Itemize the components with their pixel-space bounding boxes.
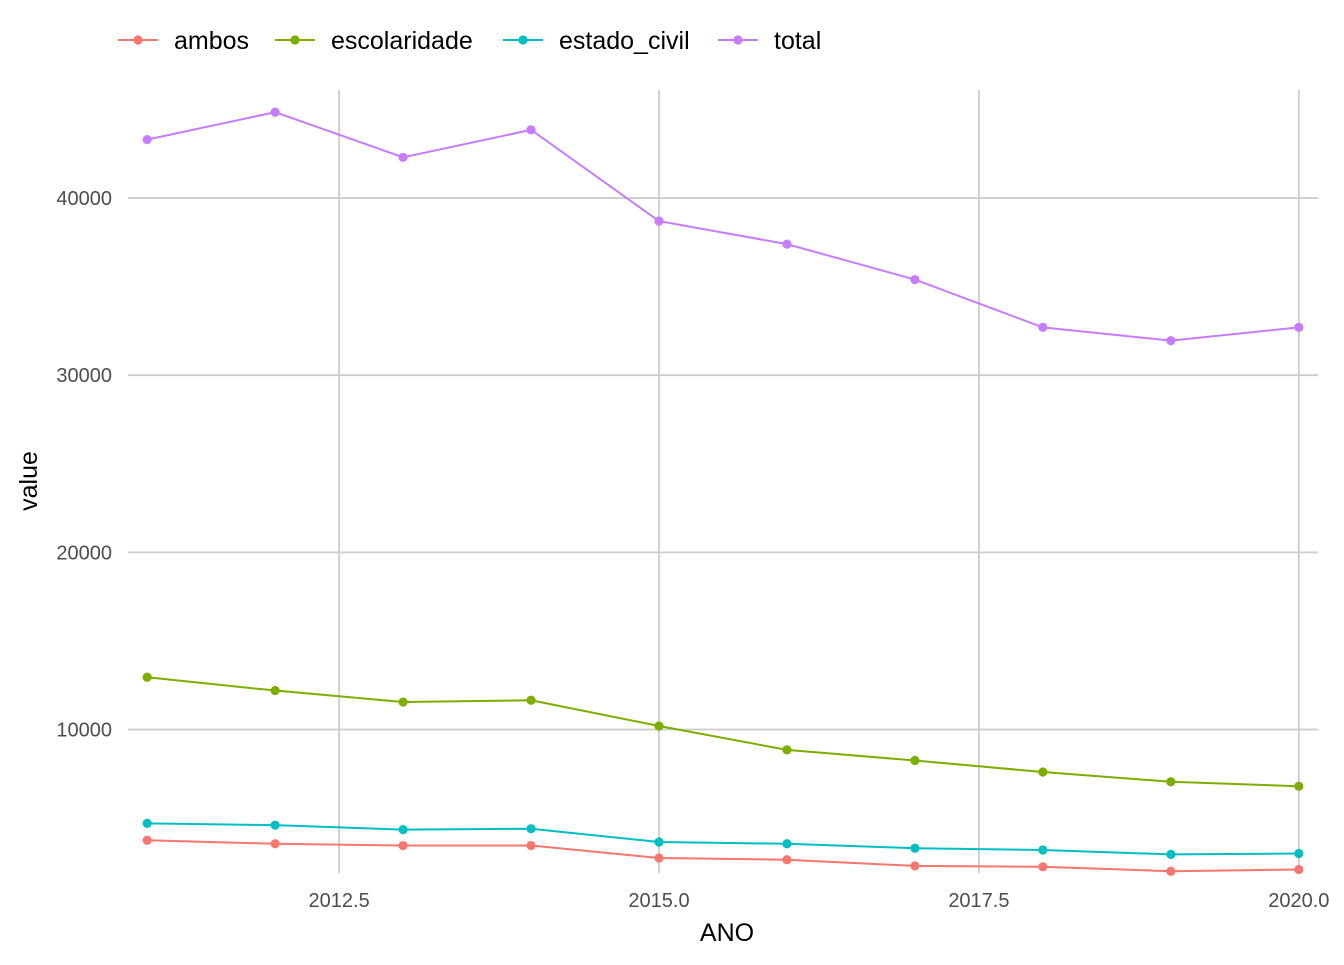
series-layer (142, 107, 1304, 876)
data-point (1038, 845, 1048, 855)
data-point (654, 216, 664, 226)
legend-key-point (133, 35, 143, 45)
data-point (142, 672, 152, 682)
legend-item: total (718, 27, 821, 55)
data-point (1166, 777, 1176, 787)
data-point (782, 239, 792, 249)
series-line (147, 676, 1299, 788)
data-point (1038, 322, 1048, 332)
data-point (654, 853, 664, 863)
data-point (1294, 864, 1304, 875)
legend-key-point (733, 35, 743, 45)
data-point (270, 107, 280, 117)
data-point (1166, 849, 1176, 859)
y-tick-label: 10000 (56, 720, 112, 742)
x-tick-label: 2020.0 (1268, 890, 1329, 912)
series-line (147, 839, 1299, 873)
series-line (147, 822, 1299, 856)
data-point (1166, 866, 1176, 876)
data-point (910, 274, 920, 285)
y-axis-title: value (15, 451, 43, 511)
data-point (1294, 781, 1304, 791)
data-point (1294, 322, 1304, 332)
legend-label: total (774, 27, 821, 55)
legend-label: ambos (174, 27, 249, 55)
legend-key-point (290, 35, 300, 45)
x-tick-label: 2017.5 (948, 890, 1009, 912)
data-point (398, 697, 408, 707)
data-point (142, 835, 152, 845)
legend-key-point (518, 35, 528, 45)
y-tick-label: 40000 (56, 188, 112, 210)
data-point (1294, 848, 1304, 859)
legend-label: escolaridade (331, 27, 473, 55)
data-point (142, 135, 152, 145)
x-tick-label: 2012.5 (309, 890, 370, 912)
data-point (142, 818, 152, 828)
x-tick-label: 2015.0 (628, 890, 689, 912)
data-point (270, 820, 280, 830)
series-total (142, 107, 1304, 346)
data-point (910, 861, 920, 871)
data-point (398, 152, 408, 162)
data-point (270, 685, 280, 696)
series-escolaridade (142, 672, 1304, 791)
legend: ambos escolaridade estado_civil total (118, 27, 821, 55)
data-point (398, 840, 408, 851)
data-point (654, 721, 664, 731)
data-point (526, 125, 536, 135)
data-point (526, 824, 536, 834)
x-axis-title: ANO (700, 919, 754, 947)
data-point (910, 755, 920, 766)
data-point (1038, 767, 1048, 777)
series-line (146, 111, 1299, 342)
legend-item: escolaridade (275, 27, 473, 55)
data-point (526, 695, 536, 705)
legend-label: estado_civil (559, 27, 690, 55)
data-point (1166, 336, 1176, 346)
gridlines (128, 90, 1318, 873)
data-point (1038, 862, 1048, 872)
data-point (398, 824, 408, 835)
series-estado-civil (142, 818, 1304, 859)
data-point (270, 839, 280, 849)
series-ambos (142, 835, 1304, 876)
data-point (526, 840, 536, 851)
data-point (654, 837, 664, 847)
legend-item: ambos (118, 27, 249, 55)
data-point (910, 843, 920, 853)
data-point (782, 855, 792, 865)
y-tick-label: 30000 (56, 365, 112, 387)
data-point (782, 745, 792, 755)
legend-item: estado_civil (503, 27, 690, 55)
data-point (782, 839, 792, 849)
y-tick-label: 20000 (56, 542, 112, 564)
axis-labels: 10000 20000 30000 40000 2012.5 2015.0 2017.5 20… (56, 188, 1329, 912)
